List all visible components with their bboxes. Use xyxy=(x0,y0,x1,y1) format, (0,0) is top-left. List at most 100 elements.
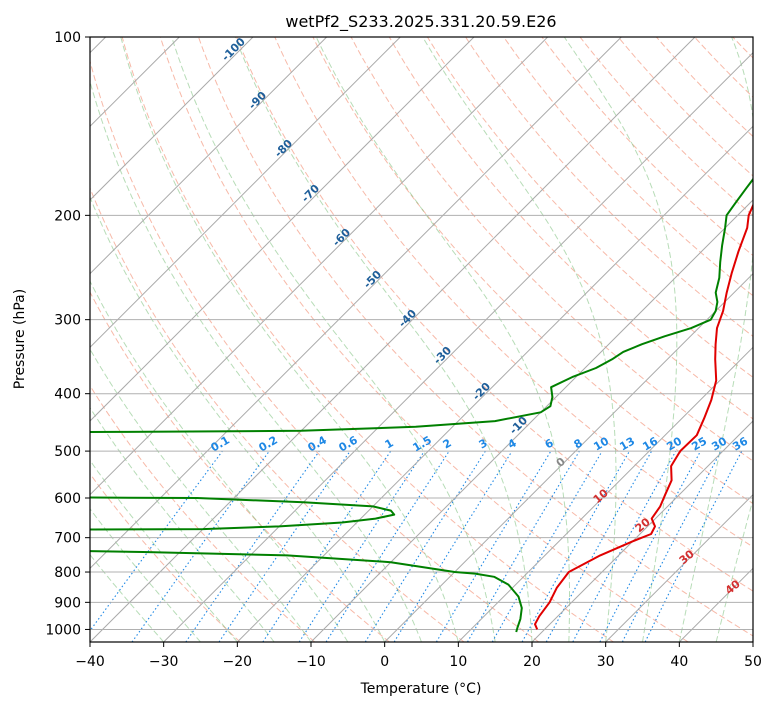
moist-adiabat-line xyxy=(90,348,312,642)
moist-adiabat-line xyxy=(90,79,422,642)
x-tick-label: 10 xyxy=(449,654,467,670)
isotherm-line xyxy=(163,51,753,642)
isotherm-label: -30 xyxy=(431,344,454,367)
mixing-ratio-line xyxy=(218,450,351,642)
mixing-ratio-line xyxy=(521,450,630,642)
isotherm-line xyxy=(678,567,753,642)
moist-adiabat-line xyxy=(90,508,201,642)
mixing-ratio-label: 16 xyxy=(640,434,660,453)
isotherm-line xyxy=(90,37,622,570)
mixing-ratio-line xyxy=(90,450,223,632)
dry-adiabat-line xyxy=(90,291,390,642)
isotherm-line xyxy=(90,37,696,642)
temperature-line xyxy=(534,203,753,630)
mixing-ratio-line xyxy=(572,450,677,642)
plot-frame xyxy=(89,36,754,643)
moist-adiabat-line xyxy=(90,196,386,642)
dry-adiabat-line xyxy=(312,37,753,505)
dry-adiabat-line xyxy=(90,59,540,642)
y-tick-label: 900 xyxy=(54,595,81,611)
dry-adiabat-line xyxy=(90,186,465,642)
axis-ticks: −40 −30 −20 −10 0 10 20 30 40 5010020030040050060… xyxy=(45,30,762,670)
dry-adiabat-line xyxy=(541,37,753,257)
mixing-ratio-line xyxy=(393,450,513,642)
moist-adiabat-line xyxy=(120,37,459,642)
dry-adiabat-line xyxy=(90,384,316,642)
y-tick-label: 500 xyxy=(54,444,81,460)
mixing-ratio-label: 3 xyxy=(477,436,490,451)
x-tick-label: 20 xyxy=(523,654,541,670)
isotherm-line xyxy=(90,37,328,275)
isotherm-label: -50 xyxy=(361,268,384,291)
dry-adiabat-line xyxy=(771,37,775,642)
mixing-ratio-label: 2 xyxy=(441,436,454,451)
x-tick-label: 30 xyxy=(597,654,615,670)
mixing-ratio-label: 30 xyxy=(709,434,729,453)
isotherm-label: -90 xyxy=(246,89,269,112)
isotherm-label: -20 xyxy=(470,380,493,403)
moist-adiabat-line xyxy=(90,459,238,642)
moist-adiabat-line xyxy=(315,37,570,642)
moist-adiabat-label: 0 xyxy=(554,455,568,470)
y-axis-title: Pressure (hPa) xyxy=(12,289,28,389)
moist-adiabat-line xyxy=(90,280,349,642)
dry-adiabat-line xyxy=(198,37,753,637)
isotherm-line xyxy=(310,199,753,642)
y-tick-label: 800 xyxy=(54,565,81,581)
y-tick-label: 400 xyxy=(54,387,81,403)
isotherm-label: -60 xyxy=(330,226,353,249)
mixing-ratio-label: 36 xyxy=(730,434,750,453)
isotherm-line xyxy=(90,37,549,496)
plot-area: -100-90-80-70-60-50-40-30-20-100.1 0.2 0.4… xyxy=(90,37,775,642)
mixing-ratio-line xyxy=(325,450,450,642)
dry-adiabat-line xyxy=(159,37,689,642)
moist-adiabat-line xyxy=(678,37,753,642)
moist-adiabat-line xyxy=(422,37,617,642)
x-tick-label: 40 xyxy=(670,654,688,670)
isotherm-line xyxy=(752,641,753,642)
dry-adiabat-line xyxy=(90,472,241,642)
dry-adiabat-line xyxy=(426,37,753,378)
dry-adiabat-line xyxy=(694,37,753,98)
dry-adiabat-line xyxy=(503,37,753,297)
chart-title: wetPf2_S233.2025.331.20.59.E26 xyxy=(285,12,556,32)
dry-adiabat-line xyxy=(579,37,753,217)
isotherm-line xyxy=(90,37,475,422)
isotherm-line xyxy=(90,37,254,201)
isotherm-line xyxy=(90,37,401,349)
mixing-ratio-line xyxy=(435,450,552,642)
x-tick-label: 50 xyxy=(744,654,762,670)
mixing-ratio-line xyxy=(467,450,580,642)
moist-adiabat-label: 10 xyxy=(591,486,611,506)
x-tick-label: 0 xyxy=(380,654,389,670)
x-tick-label: −20 xyxy=(223,654,253,670)
moist-adiabat-line xyxy=(171,37,496,642)
moist-adiabat-label: 20 xyxy=(633,515,653,535)
dry-adiabat-line xyxy=(465,37,753,337)
isotherm-line xyxy=(384,272,753,642)
mixing-ratio-line xyxy=(185,450,320,642)
mixing-ratio-label: 25 xyxy=(689,435,709,454)
dry-adiabat-line xyxy=(350,37,753,462)
dewpoint-line xyxy=(90,177,753,633)
mixing-ratio-line xyxy=(364,450,486,642)
mixing-ratio-line xyxy=(491,450,603,642)
mixing-ratio-label: 13 xyxy=(617,435,637,454)
isotherm-line xyxy=(605,493,753,642)
moist-adiabat-line xyxy=(90,553,165,642)
y-tick-label: 600 xyxy=(54,491,81,507)
isotherm-label: -80 xyxy=(272,137,295,160)
moist-adiabat-label: 40 xyxy=(723,577,743,597)
dry-adiabat-line xyxy=(274,37,753,548)
y-tick-label: 100 xyxy=(54,30,81,46)
isotherm-line xyxy=(457,346,753,642)
mixing-ratio-line xyxy=(545,450,653,642)
mixing-ratio-label: 1 xyxy=(383,436,396,451)
dry-adiabat-line xyxy=(121,37,614,642)
y-tick-label: 700 xyxy=(54,531,81,547)
y-tick-label: 300 xyxy=(54,313,81,329)
x-tick-label: −30 xyxy=(149,654,179,670)
mixing-ratio-label: 4 xyxy=(506,436,519,451)
isotherm-label: -70 xyxy=(299,182,322,205)
